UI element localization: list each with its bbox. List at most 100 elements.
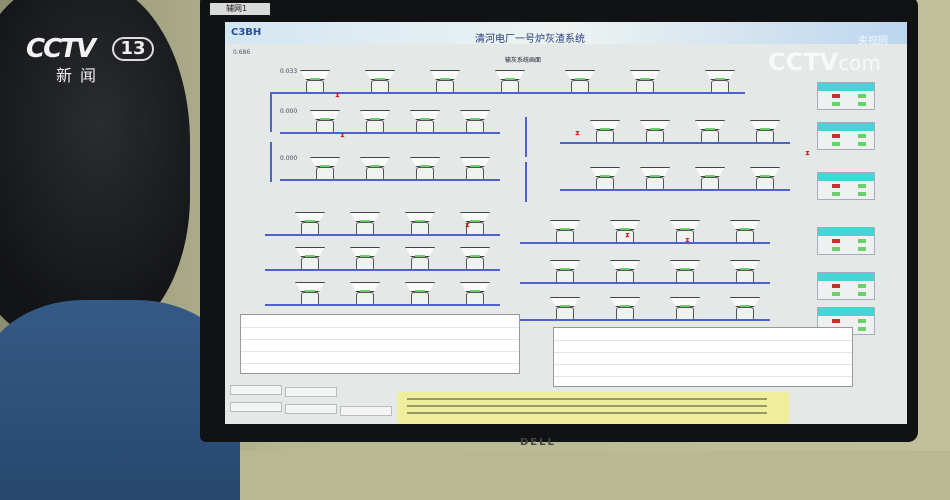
vertical-pipe <box>525 117 527 157</box>
pressure-value: 0.686 <box>233 49 251 56</box>
channel-number: 13 <box>112 37 154 61</box>
valve-icon[interactable]: ⧗ <box>575 129 580 137</box>
vertical-pipe <box>270 92 272 132</box>
ash-hopper[interactable] <box>550 260 580 286</box>
status-lamp-red <box>832 184 840 188</box>
status-panel <box>817 122 875 150</box>
ash-hopper[interactable] <box>610 260 640 286</box>
air-pressure-readout: 0.686 <box>233 49 250 56</box>
ash-hopper[interactable] <box>750 167 780 193</box>
ash-hopper[interactable] <box>410 157 440 183</box>
chart-gridline <box>554 340 852 341</box>
app-brand: C3BH <box>231 27 262 38</box>
ash-hopper[interactable] <box>350 212 380 238</box>
person-head <box>0 0 190 340</box>
alarm-row[interactable] <box>407 398 767 400</box>
ash-hopper[interactable] <box>310 157 340 183</box>
ash-hopper[interactable] <box>670 297 700 323</box>
ash-hopper[interactable] <box>295 212 325 238</box>
trend-chart-right <box>553 327 853 387</box>
status-lamp-green <box>858 319 866 323</box>
status-panel <box>817 82 875 110</box>
ash-hopper[interactable] <box>495 70 525 96</box>
ash-hopper[interactable] <box>670 220 700 246</box>
network-tab[interactable]: 辅网1 <box>210 3 270 15</box>
alarm-list[interactable] <box>397 392 789 424</box>
control-button[interactable] <box>285 404 337 414</box>
line-pressure: 0.000 <box>280 108 298 115</box>
ash-hopper[interactable] <box>350 282 380 308</box>
status-lamp-red <box>832 239 840 243</box>
control-button[interactable] <box>285 387 337 397</box>
chart-gridline <box>554 376 852 377</box>
valve-icon[interactable]: ⧗ <box>465 221 470 229</box>
watermark-text: CCTV <box>768 48 839 76</box>
ash-hopper[interactable] <box>460 212 490 238</box>
control-button[interactable] <box>230 402 282 412</box>
vertical-pipe <box>525 162 527 202</box>
page-title: 清河电厂一号炉灰渣系统 <box>475 34 585 45</box>
status-lamp-green <box>858 292 866 296</box>
status-lamp-green <box>858 239 866 243</box>
alarm-row[interactable] <box>407 412 767 414</box>
chart-gridline <box>241 363 519 364</box>
status-lamp-green <box>832 247 840 251</box>
ash-hopper[interactable] <box>460 282 490 308</box>
ash-hopper[interactable] <box>460 110 490 136</box>
ash-hopper[interactable] <box>640 167 670 193</box>
ash-hopper[interactable] <box>610 297 640 323</box>
status-lamp-green <box>858 247 866 251</box>
panel-header <box>818 83 874 91</box>
ash-hopper[interactable] <box>695 120 725 146</box>
ash-hopper[interactable] <box>405 247 435 273</box>
watermark-domain: com <box>838 51 881 75</box>
ash-hopper[interactable] <box>730 260 760 286</box>
ash-hopper[interactable] <box>460 247 490 273</box>
page-subtitle: 输灰系统画面 <box>505 57 542 64</box>
cctv-logo: CCTV <box>26 34 96 64</box>
conveying-pipe <box>560 142 790 144</box>
status-lamp-green <box>858 184 866 188</box>
status-panel <box>817 172 875 200</box>
status-panel <box>817 272 875 300</box>
status-lamp-green <box>858 134 866 138</box>
alarm-row[interactable] <box>407 405 767 407</box>
ash-hopper[interactable] <box>350 247 380 273</box>
status-lamp-green <box>858 284 866 288</box>
ash-hopper[interactable] <box>550 297 580 323</box>
panel-header <box>818 123 874 131</box>
ash-hopper[interactable] <box>550 220 580 246</box>
ash-hopper[interactable] <box>750 120 780 146</box>
valve-icon[interactable]: ⧗ <box>805 149 810 157</box>
control-button[interactable] <box>230 385 282 395</box>
ash-hopper[interactable] <box>705 70 735 96</box>
valve-icon[interactable]: ⧗ <box>335 91 340 99</box>
panel-header <box>818 273 874 281</box>
conveying-pipe <box>280 132 500 134</box>
status-lamp-red <box>832 284 840 288</box>
chart-gridline <box>241 327 519 328</box>
status-lamp-red <box>832 134 840 138</box>
ash-hopper[interactable] <box>630 70 660 96</box>
conveying-pipe <box>560 189 790 191</box>
chart-gridline <box>554 352 852 353</box>
status-lamp-green <box>858 142 866 146</box>
status-lamp-red <box>832 94 840 98</box>
status-lamp-green <box>858 327 866 331</box>
valve-icon[interactable]: ⧗ <box>340 131 345 139</box>
conveying-pipe <box>265 269 500 271</box>
conveying-pipe <box>270 92 745 94</box>
ash-hopper[interactable] <box>295 247 325 273</box>
conveying-pipe <box>520 319 770 321</box>
panel-header <box>818 308 874 316</box>
status-lamp-red <box>832 319 840 323</box>
conveying-pipe <box>520 242 770 244</box>
panel-header <box>818 228 874 236</box>
status-lamp-green <box>832 192 840 196</box>
control-button[interactable] <box>340 406 392 416</box>
chart-gridline <box>554 364 852 365</box>
valve-icon[interactable]: ⧗ <box>685 236 690 244</box>
ash-hopper[interactable] <box>695 167 725 193</box>
vertical-pipe <box>270 142 272 182</box>
valve-icon[interactable]: ⧗ <box>625 231 630 239</box>
